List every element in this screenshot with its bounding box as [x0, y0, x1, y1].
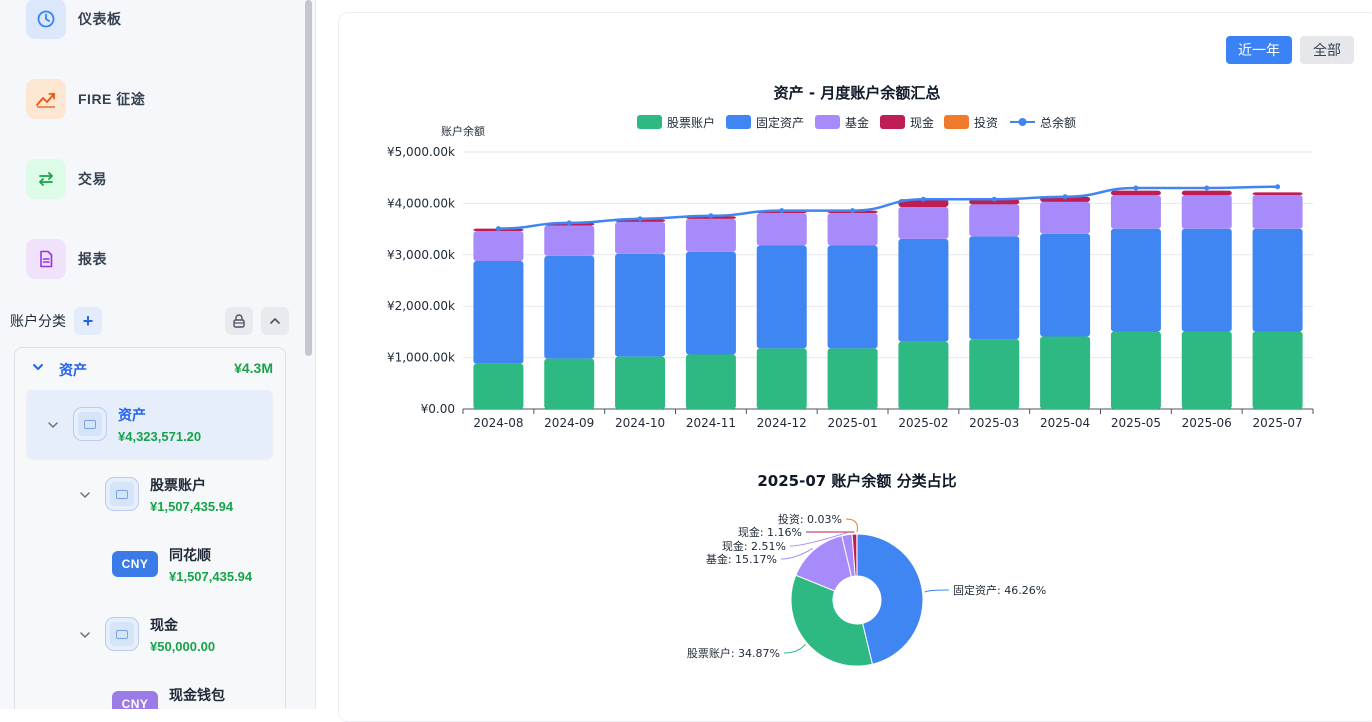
total-balance-point	[638, 216, 643, 221]
donut-leader-line	[846, 519, 857, 532]
bar-segment	[1111, 332, 1161, 409]
x-tick-label: 2025-06	[1182, 416, 1232, 430]
total-balance-point	[1275, 184, 1280, 189]
y-tick-label: ¥0.00	[421, 402, 455, 416]
bar-segment	[898, 239, 948, 342]
bar-segment	[473, 261, 523, 364]
bar-segment	[828, 213, 878, 245]
bar-segment	[1253, 195, 1303, 229]
donut-label: 股票账户: 34.87%	[687, 646, 780, 660]
x-tick-label: 2025-05	[1111, 416, 1161, 430]
chart-title: 资产 - 月度账户余额汇总	[774, 84, 941, 102]
bar-segment	[1111, 195, 1161, 228]
bar-segment	[828, 348, 878, 409]
x-tick-label: 2025-04	[1040, 416, 1090, 430]
bar-segment	[1111, 229, 1161, 332]
bar-segment	[686, 355, 736, 409]
bar-segment	[1182, 229, 1232, 332]
bar-segment	[969, 204, 1019, 236]
legend-label: 固定资产	[756, 115, 804, 130]
bar-segment	[1253, 192, 1303, 195]
bar-segment	[1253, 332, 1303, 409]
legend-marker	[1019, 118, 1027, 126]
donut-label: 现金: 2.51%	[722, 539, 786, 553]
legend-swatch	[880, 115, 905, 129]
legend-swatch	[637, 115, 662, 129]
bar-segment	[1040, 337, 1090, 409]
legend-label: 现金	[910, 115, 934, 130]
bar-segment	[757, 246, 807, 349]
donut-leader-line	[784, 644, 805, 653]
donut-label: 现金: 1.16%	[738, 525, 802, 539]
bar-segment	[615, 254, 665, 357]
y-tick-label: ¥4,000.00k	[387, 196, 455, 210]
donut-label: 固定资产: 46.26%	[953, 583, 1046, 597]
legend-label: 基金	[845, 115, 869, 130]
bar-segment	[757, 213, 807, 245]
bar-segment	[969, 339, 1019, 409]
bar-segment	[1182, 332, 1232, 409]
y-tick-label: ¥2,000.00k	[387, 299, 455, 313]
y-tick-label: ¥1,000.00k	[387, 351, 455, 365]
x-tick-label: 2025-03	[969, 416, 1019, 430]
legend-label: 投资	[974, 115, 998, 130]
bar-segment	[1040, 234, 1090, 337]
x-tick-label: 2025-07	[1253, 416, 1303, 430]
x-tick-label: 2025-02	[898, 416, 948, 430]
total-balance-point	[850, 208, 855, 213]
x-tick-label: 2024-10	[615, 416, 665, 430]
y-axis-label: 账户余额	[441, 124, 485, 138]
y-tick-label: ¥5,000.00k	[387, 145, 455, 159]
bar-segment	[686, 252, 736, 355]
total-balance-point	[992, 197, 997, 202]
bar-segment	[898, 207, 948, 239]
donut-label: 基金: 15.17%	[706, 552, 777, 566]
total-balance-point	[779, 208, 784, 213]
x-tick-label: 2025-01	[828, 416, 878, 430]
total-balance-point	[1204, 185, 1209, 190]
x-tick-label: 2024-09	[544, 416, 594, 430]
x-tick-label: 2024-08	[473, 416, 523, 430]
legend-swatch	[726, 115, 751, 129]
y-tick-label: ¥3,000.00k	[387, 248, 455, 262]
total-balance-point	[1063, 194, 1068, 199]
donut-label: 投资: 0.03%	[778, 512, 842, 526]
bar-segment	[1182, 195, 1232, 228]
bar-segment	[473, 364, 523, 409]
total-balance-point	[1133, 185, 1138, 190]
bar-segment	[473, 231, 523, 261]
bar-segment	[544, 256, 594, 359]
bar-segment	[686, 219, 736, 252]
donut-title: 2025-07 账户余额 分类占比	[757, 472, 956, 490]
bar-segment	[969, 236, 1019, 339]
legend-label: 总余额	[1040, 115, 1076, 130]
donut-leader-line	[925, 590, 949, 592]
bar-segment	[544, 226, 594, 256]
bar-segment	[1111, 191, 1161, 196]
bar-segment	[828, 246, 878, 349]
bar-segment	[615, 357, 665, 409]
bar-segment	[898, 342, 948, 409]
bar-segment	[1040, 202, 1090, 234]
total-balance-point	[567, 220, 572, 225]
total-balance-point	[708, 213, 713, 218]
x-tick-label: 2024-12	[757, 416, 807, 430]
bar-segment	[1253, 229, 1303, 332]
bar-segment	[544, 359, 594, 409]
bar-segment	[615, 222, 665, 254]
legend-label: 股票账户	[667, 115, 715, 130]
total-balance-point	[921, 197, 926, 202]
x-tick-label: 2024-11	[686, 416, 736, 430]
bar-segment	[757, 348, 807, 409]
legend-swatch	[815, 115, 840, 129]
bar-segment	[1182, 191, 1232, 196]
total-balance-point	[496, 226, 501, 231]
legend-swatch	[944, 115, 969, 129]
